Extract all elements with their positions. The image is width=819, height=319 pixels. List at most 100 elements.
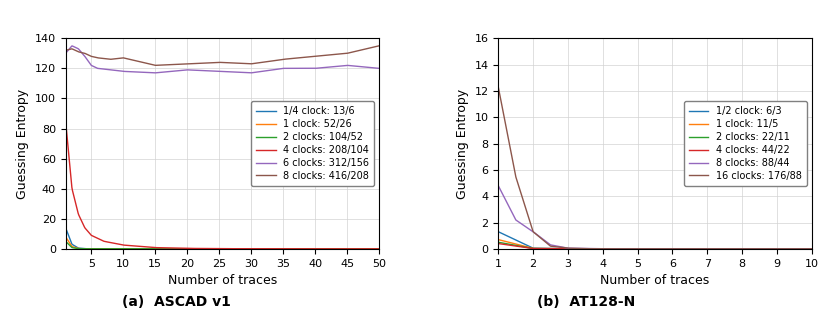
1 clock: 52/26: (24.7, 0): 52/26: (24.7, 0) bbox=[212, 247, 222, 251]
8 clocks: 88/44: (9.8, 0): 88/44: (9.8, 0) bbox=[799, 247, 809, 251]
16 clocks: 176/88: (6.37, 0): 176/88: (6.37, 0) bbox=[680, 247, 690, 251]
1 clock: 52/26: (50, 0): 52/26: (50, 0) bbox=[373, 247, 383, 251]
Line: 4 clocks: 208/104: 4 clocks: 208/104 bbox=[66, 121, 378, 249]
4 clocks: 208/104: (24.3, 0.129): 208/104: (24.3, 0.129) bbox=[210, 247, 219, 250]
2 clocks: 104/52: (27.6, 0): 104/52: (27.6, 0) bbox=[231, 247, 241, 251]
Legend: 1/4 clock: 13/6, 1 clock: 52/26, 2 clocks: 104/52, 4 clocks: 208/104, 6 clocks: : 1/4 clock: 13/6, 1 clock: 52/26, 2 clock… bbox=[251, 101, 373, 186]
1/2 clock: 6/3: (6.37, 0): 6/3: (6.37, 0) bbox=[680, 247, 690, 251]
1/4 clock: 13/6: (24.4, 0): 13/6: (24.4, 0) bbox=[210, 247, 219, 251]
1/2 clock: 6/3: (1, 1.3): 6/3: (1, 1.3) bbox=[493, 230, 503, 234]
1/2 clock: 6/3: (10, 0): 6/3: (10, 0) bbox=[806, 247, 816, 251]
1/4 clock: 13/6: (27.6, 0): 13/6: (27.6, 0) bbox=[231, 247, 241, 251]
2 clocks: 22/11: (5.35, 0): 22/11: (5.35, 0) bbox=[644, 247, 654, 251]
4 clocks: 44/22: (5.35, 0): 44/22: (5.35, 0) bbox=[644, 247, 654, 251]
4 clocks: 208/104: (30.2, 0.0473): 208/104: (30.2, 0.0473) bbox=[247, 247, 257, 251]
1 clock: 52/26: (1, 8): 52/26: (1, 8) bbox=[61, 235, 70, 239]
Line: 1 clock: 52/26: 1 clock: 52/26 bbox=[66, 237, 378, 249]
8 clocks: 416/208: (41.3, 129): 416/208: (41.3, 129) bbox=[318, 54, 328, 57]
6 clocks: 312/156: (30, 117): 312/156: (30, 117) bbox=[246, 71, 256, 75]
Line: 4 clocks: 44/22: 4 clocks: 44/22 bbox=[498, 244, 811, 249]
8 clocks: 416/208: (48.9, 134): 416/208: (48.9, 134) bbox=[367, 46, 377, 49]
1 clock: 52/26: (30.3, 0): 52/26: (30.3, 0) bbox=[247, 247, 257, 251]
16 clocks: 176/88: (5.29, 0): 176/88: (5.29, 0) bbox=[642, 247, 652, 251]
6 clocks: 312/156: (50, 120): 312/156: (50, 120) bbox=[373, 66, 383, 70]
6 clocks: 312/156: (1.98, 135): 312/156: (1.98, 135) bbox=[67, 44, 77, 48]
2 clocks: 104/52: (50, 0): 104/52: (50, 0) bbox=[373, 247, 383, 251]
4 clocks: 44/22: (1, 0.4): 44/22: (1, 0.4) bbox=[493, 242, 503, 246]
Line: 1 clock: 11/5: 1 clock: 11/5 bbox=[498, 240, 811, 249]
1 clock: 11/5: (1, 0.7): 11/5: (1, 0.7) bbox=[493, 238, 503, 241]
Legend: 1/2 clock: 6/3, 1 clock: 11/5, 2 clocks: 22/11, 4 clocks: 44/22, 8 clocks: 88/44: 1/2 clock: 6/3, 1 clock: 11/5, 2 clocks:… bbox=[683, 101, 806, 186]
1 clock: 11/5: (5.35, 0): 11/5: (5.35, 0) bbox=[644, 247, 654, 251]
4 clocks: 44/22: (3, 0): 44/22: (3, 0) bbox=[563, 247, 572, 251]
2 clocks: 22/11: (9.8, 0): 22/11: (9.8, 0) bbox=[799, 247, 809, 251]
4 clocks: 208/104: (50, 0): 208/104: (50, 0) bbox=[373, 247, 383, 251]
Text: (b)  AT128-N: (b) AT128-N bbox=[536, 295, 635, 309]
8 clocks: 416/208: (30.3, 123): 416/208: (30.3, 123) bbox=[247, 62, 257, 65]
2 clocks: 104/52: (41.3, 0): 104/52: (41.3, 0) bbox=[318, 247, 328, 251]
8 clocks: 88/44: (5.89, 0): 88/44: (5.89, 0) bbox=[663, 247, 672, 251]
8 clocks: 88/44: (8.39, 0): 88/44: (8.39, 0) bbox=[750, 247, 760, 251]
1/2 clock: 6/3: (3, 0): 6/3: (3, 0) bbox=[563, 247, 572, 251]
16 clocks: 176/88: (9.8, 0): 176/88: (9.8, 0) bbox=[799, 247, 809, 251]
1/4 clock: 13/6: (48.9, 0): 13/6: (48.9, 0) bbox=[367, 247, 377, 251]
16 clocks: 176/88: (10, 0): 176/88: (10, 0) bbox=[806, 247, 816, 251]
1/4 clock: 13/6: (30.3, 0): 13/6: (30.3, 0) bbox=[247, 247, 257, 251]
8 clocks: 88/44: (6.37, 0): 88/44: (6.37, 0) bbox=[680, 247, 690, 251]
8 clocks: 416/208: (24.7, 124): 416/208: (24.7, 124) bbox=[212, 61, 222, 64]
2 clocks: 22/11: (1, 0.5): 22/11: (1, 0.5) bbox=[493, 240, 503, 244]
1 clock: 11/5: (3, 0): 11/5: (3, 0) bbox=[563, 247, 572, 251]
1 clock: 52/26: (41.3, 0): 52/26: (41.3, 0) bbox=[318, 247, 328, 251]
1/4 clock: 13/6: (1, 14): 13/6: (1, 14) bbox=[61, 226, 70, 230]
8 clocks: 416/208: (1, 132): 416/208: (1, 132) bbox=[61, 48, 70, 52]
Line: 2 clocks: 104/52: 2 clocks: 104/52 bbox=[66, 241, 378, 249]
1/4 clock: 13/6: (24.7, 0): 13/6: (24.7, 0) bbox=[212, 247, 222, 251]
6 clocks: 312/156: (1, 130): 312/156: (1, 130) bbox=[61, 51, 70, 55]
1 clock: 52/26: (24.4, 0): 52/26: (24.4, 0) bbox=[210, 247, 219, 251]
1/4 clock: 13/6: (5.03, 0): 13/6: (5.03, 0) bbox=[86, 247, 96, 251]
1 clock: 52/26: (27.6, 0): 52/26: (27.6, 0) bbox=[231, 247, 241, 251]
2 clocks: 22/11: (10, 0): 22/11: (10, 0) bbox=[806, 247, 816, 251]
8 clocks: 88/44: (5.29, 0): 88/44: (5.29, 0) bbox=[642, 247, 652, 251]
8 clocks: 88/44: (5.35, 0): 88/44: (5.35, 0) bbox=[644, 247, 654, 251]
Line: 1/2 clock: 6/3: 1/2 clock: 6/3 bbox=[498, 232, 811, 249]
6 clocks: 312/156: (41.4, 121): 312/156: (41.4, 121) bbox=[319, 66, 328, 70]
16 clocks: 176/88: (8.39, 0): 176/88: (8.39, 0) bbox=[750, 247, 760, 251]
Line: 6 clocks: 312/156: 6 clocks: 312/156 bbox=[66, 46, 378, 73]
Line: 1/4 clock: 13/6: 1/4 clock: 13/6 bbox=[66, 228, 378, 249]
4 clocks: 208/104: (48.9, 0): 208/104: (48.9, 0) bbox=[367, 247, 377, 251]
1 clock: 11/5: (6.37, 0): 11/5: (6.37, 0) bbox=[680, 247, 690, 251]
1 clock: 52/26: (4.04, 0): 52/26: (4.04, 0) bbox=[80, 247, 90, 251]
2 clocks: 104/52: (24.4, 0): 104/52: (24.4, 0) bbox=[210, 247, 219, 251]
4 clocks: 44/22: (9.8, 0): 44/22: (9.8, 0) bbox=[799, 247, 809, 251]
1 clock: 11/5: (10, 0): 11/5: (10, 0) bbox=[806, 247, 816, 251]
6 clocks: 312/156: (24.4, 118): 312/156: (24.4, 118) bbox=[210, 69, 219, 73]
Line: 2 clocks: 22/11: 2 clocks: 22/11 bbox=[498, 242, 811, 249]
1/2 clock: 6/3: (5.89, 0): 6/3: (5.89, 0) bbox=[663, 247, 672, 251]
2 clocks: 104/52: (4.04, 0): 104/52: (4.04, 0) bbox=[80, 247, 90, 251]
6 clocks: 312/156: (49, 120): 312/156: (49, 120) bbox=[368, 66, 378, 70]
8 clocks: 416/208: (50, 135): 416/208: (50, 135) bbox=[373, 44, 383, 48]
8 clocks: 416/208: (24.4, 124): 416/208: (24.4, 124) bbox=[210, 61, 219, 64]
1/2 clock: 6/3: (5.35, 0): 6/3: (5.35, 0) bbox=[644, 247, 654, 251]
2 clocks: 22/11: (8.39, 0): 22/11: (8.39, 0) bbox=[750, 247, 760, 251]
16 clocks: 176/88: (1, 12.3): 176/88: (1, 12.3) bbox=[493, 85, 503, 89]
4 clocks: 44/22: (5.89, 0): 44/22: (5.89, 0) bbox=[663, 247, 672, 251]
1 clock: 11/5: (5.29, 0): 11/5: (5.29, 0) bbox=[642, 247, 652, 251]
Text: (a)  ASCAD v1: (a) ASCAD v1 bbox=[122, 295, 230, 309]
4 clocks: 208/104: (41.3, 0): 208/104: (41.3, 0) bbox=[318, 247, 328, 251]
2 clocks: 104/52: (24.7, 0): 104/52: (24.7, 0) bbox=[212, 247, 222, 251]
4 clocks: 208/104: (1, 85): 208/104: (1, 85) bbox=[61, 119, 70, 123]
4 clocks: 208/104: (24.6, 0.117): 208/104: (24.6, 0.117) bbox=[211, 247, 221, 250]
4 clocks: 44/22: (6.37, 0): 44/22: (6.37, 0) bbox=[680, 247, 690, 251]
4 clocks: 208/104: (33, 0): 208/104: (33, 0) bbox=[265, 247, 275, 251]
1/2 clock: 6/3: (5.29, 0): 6/3: (5.29, 0) bbox=[642, 247, 652, 251]
X-axis label: Number of traces: Number of traces bbox=[168, 274, 277, 287]
Y-axis label: Guessing Entropy: Guessing Entropy bbox=[16, 88, 29, 199]
2 clocks: 22/11: (5.89, 0): 22/11: (5.89, 0) bbox=[663, 247, 672, 251]
4 clocks: 44/22: (10, 0): 44/22: (10, 0) bbox=[806, 247, 816, 251]
1/2 clock: 6/3: (9.8, 0): 6/3: (9.8, 0) bbox=[799, 247, 809, 251]
8 clocks: 88/44: (1, 4.8): 88/44: (1, 4.8) bbox=[493, 184, 503, 188]
1 clock: 11/5: (8.39, 0): 11/5: (8.39, 0) bbox=[750, 247, 760, 251]
1 clock: 11/5: (9.8, 0): 11/5: (9.8, 0) bbox=[799, 247, 809, 251]
